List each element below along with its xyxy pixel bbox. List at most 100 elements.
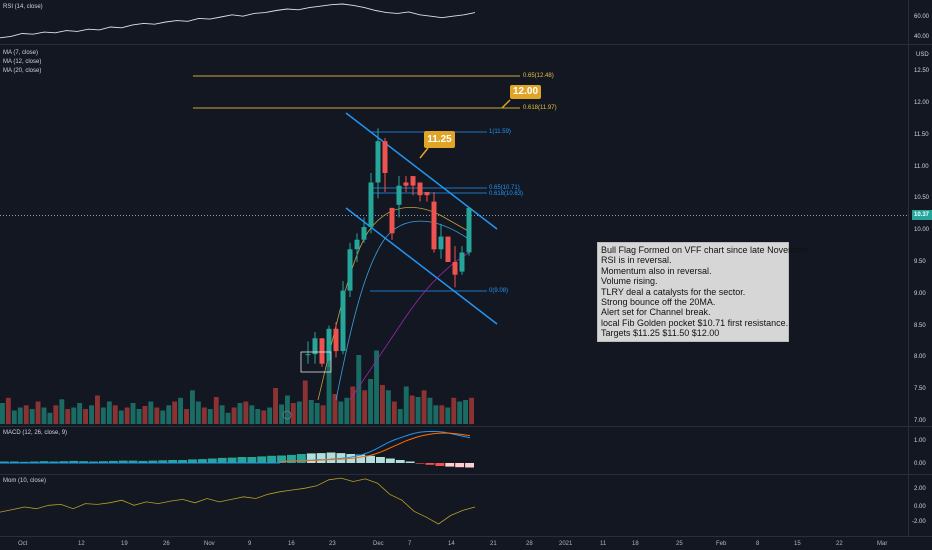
macd-histogram-bar [385,458,395,463]
note-line: Alert set for Channel break. [601,307,711,318]
volume-bar [29,409,35,424]
macd-histogram-bar [455,463,465,468]
volume-bar [362,390,368,425]
note-line: Momentum also in reversal. [601,265,712,276]
volume-bar [178,397,183,425]
time-tick-label: 19 [121,541,128,547]
current-price-tag [912,210,932,220]
fib-levels [193,75,520,292]
volume-bar [421,390,427,425]
volume-bar [433,405,439,425]
volume-bar [184,409,189,424]
price-tick-label: 10.00 [914,227,930,234]
ma12-label[interactable]: MA (12, close) [3,59,42,65]
macd-histogram-bar [69,460,79,463]
price-tick-label: 9.50 [914,259,926,265]
time-tick-label: 2021 [559,541,573,547]
volume-bar [290,403,296,424]
candle-body [431,201,437,250]
mom-indicator-label[interactable]: Mom (10, close) [3,478,47,484]
macd-histogram-bar [445,463,455,467]
macd-histogram-bar [395,460,405,463]
macd-histogram-bar [287,454,296,463]
price-tick-label: 7.50 [914,386,926,393]
macd-indicator-label[interactable]: MACD (12, 26, close, 9) [3,430,68,436]
time-tick-label: Feb [716,541,727,547]
candle-body [333,328,339,352]
volume-bar [385,390,391,425]
macd-histogram-bar [19,461,29,463]
candle-body [417,182,423,196]
rsi-indicator-label[interactable]: RSI (14, close) [3,4,43,10]
volume-bar [201,407,207,424]
macd-histogram-bar [158,460,168,463]
note-line: TLRY deal a catalysts for the sector. [601,286,746,297]
volume-bar [207,409,213,424]
macd-histogram-bar [465,463,474,468]
volume-bar [0,403,5,424]
volume-bar [285,395,290,424]
macd-histogram-bar [197,459,207,463]
macd-histogram-bar [227,457,237,463]
volume-bar [148,401,154,424]
ma7-label[interactable]: MA (7, close) [3,50,39,56]
macd-histogram-bar [89,461,98,463]
macd-tick: 1.00 [914,438,926,444]
channel-upper-line[interactable] [345,112,498,230]
mom-tick: 0.00 [914,504,926,510]
time-tick-label: 12 [78,541,85,547]
volume-bar [403,386,409,424]
candles [305,128,472,367]
volume-bar [136,409,142,424]
fib-label-0618: 0.618(10.63) [489,191,524,197]
note-line: RSI is in reversal. [601,255,672,266]
candle-body [452,262,458,275]
target-callout-1125[interactable]: 11.25 [424,131,455,148]
volume-bar [374,350,379,424]
volume-bar [409,395,415,424]
volume-bar [332,394,338,424]
time-tick-label: Mar [877,541,888,547]
macd-histogram-bar [108,460,118,463]
volume-bar [160,410,166,424]
target-callout-12[interactable]: 12.00 [510,85,541,99]
macd-histogram-bar [49,461,59,463]
macd-histogram-bar [168,460,178,463]
volume-bar [273,388,278,424]
ma20-label[interactable]: MA (20, close) [3,68,42,74]
time-tick-label: 16 [288,541,295,547]
macd-histogram-bar [415,463,425,464]
candle-body [305,354,311,356]
candle-body [389,207,395,234]
candle-body [319,338,325,364]
macd-histogram-bar [237,457,247,463]
volume-bar [35,401,41,424]
callout-arrow-12 [501,99,511,109]
volume-bar [11,410,17,424]
candle-body [403,182,409,186]
analysis-note[interactable]: Bull Flag Formed on VFF chart since late… [597,242,811,342]
volume-bar [195,401,201,424]
momentum-path [0,477,476,525]
volume-bar [231,407,237,424]
rsi-line [0,3,476,39]
volume-bar [77,403,83,424]
time-tick-label: 9 [248,541,252,547]
note-line: Strong bounce off the 20MA. [601,297,716,308]
volume-bar [302,380,308,424]
volume-bar [142,406,148,424]
volume-bar [95,395,100,424]
volume-bar [237,403,243,424]
volume-bar [154,407,160,424]
macd-histogram-bar [435,463,445,466]
volume-bar [308,400,314,424]
time-tick-label: 15 [794,541,801,547]
volume-bar [249,405,255,425]
mom-tick: 2.00 [914,486,926,492]
macd-histogram-bar [207,458,217,463]
volume-bar [130,403,136,424]
volume-bar [397,409,403,424]
event-marker-icon[interactable] [282,410,292,420]
time-tick-label: 26 [163,541,170,547]
